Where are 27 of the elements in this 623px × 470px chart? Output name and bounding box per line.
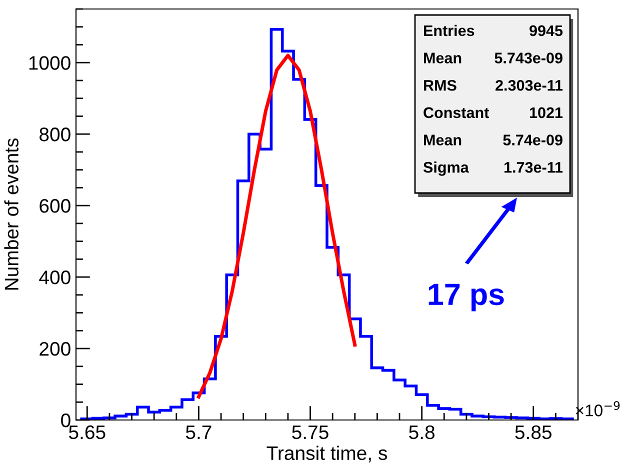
annotation: 9945 <box>530 25 563 36</box>
annotation: 1021 <box>530 107 563 118</box>
y-tick-label: 400 <box>39 270 70 284</box>
x-tick-label: 5.8 <box>409 425 434 440</box>
annotation: Mean <box>424 134 462 146</box>
annotation: 17 ps <box>428 284 504 312</box>
x-tick-label: 5.7 <box>186 426 212 440</box>
annotation: Entries <box>424 24 474 36</box>
annotation: Constant <box>424 107 490 118</box>
annotation: 2.303e-11 <box>496 80 563 91</box>
annotation: RMS <box>424 80 456 91</box>
annotation: 5.74e-09 <box>503 134 562 146</box>
y-tick-label: 200 <box>40 342 70 356</box>
annotation: Sigma <box>423 162 469 176</box>
annotation: 1.73e-11 <box>504 162 563 173</box>
x-tick-label: 5.85 <box>515 425 552 440</box>
y-axis-title: Number of events <box>4 138 18 290</box>
annotation: Mean <box>424 52 462 64</box>
y-tick-label: 600 <box>40 199 70 213</box>
line-series <box>196 54 357 399</box>
x-tick-label: 5.75 <box>292 426 328 440</box>
x-axis-title: Transit time, s <box>266 446 387 462</box>
y-tick-label: 1000 <box>29 56 70 70</box>
y-tick-label: 800 <box>40 128 70 142</box>
annotation: 5.743e-09 <box>494 52 562 64</box>
y-tick-label: 0 <box>61 413 70 428</box>
x-tick-label: 5.65 <box>69 425 106 440</box>
